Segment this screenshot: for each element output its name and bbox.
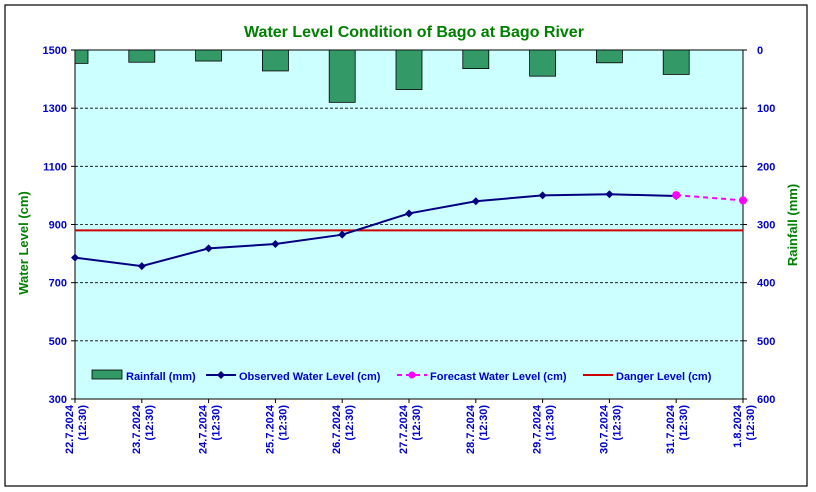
legend-observed-marker <box>217 371 225 379</box>
right-tick-label: 600 <box>757 394 775 406</box>
legend-observed-label: Observed Water Level (cm) <box>239 371 381 383</box>
observed-point <box>338 230 347 239</box>
right-tick-label: 100 <box>757 103 775 115</box>
x-tick-label: 26.7.2024 (12:30) <box>331 404 356 454</box>
x-tick-time: (12:30) <box>144 405 156 441</box>
x-tick-label: 24.7.2024 (12:30) <box>198 404 223 454</box>
right-tick-label: 500 <box>757 336 775 348</box>
forecast-water-level-points <box>672 191 747 205</box>
left-tick-label: 1100 <box>43 161 67 173</box>
forecast-point <box>672 191 681 200</box>
x-tick-label: 22.7.2024 (12:30) <box>64 404 89 454</box>
x-tick-date: 28.7.2024 <box>465 404 477 454</box>
gridlines <box>75 107 743 342</box>
x-tick-time: (12:30) <box>211 405 223 441</box>
rainfall-bar <box>195 49 223 62</box>
right-axis-title: Rainfall (mm) <box>785 184 800 266</box>
x-tick-label: 27.7.2024 (12:30) <box>398 404 423 454</box>
observed-point <box>271 239 280 248</box>
left-tick-label: 700 <box>49 278 67 290</box>
rainfall-bars <box>74 49 690 103</box>
rainfall-bar <box>596 49 623 64</box>
observed-point <box>471 197 480 206</box>
x-tick-date: 25.7.2024 <box>264 404 276 454</box>
left-tick-label: 500 <box>49 336 67 348</box>
observed-point <box>137 262 146 271</box>
x-tick-time: (12:30) <box>277 405 289 441</box>
observed-water-level-line <box>74 193 677 268</box>
x-tick-time: (12:30) <box>411 405 423 441</box>
rainfall-bar <box>529 49 556 77</box>
x-tick-date: 1.8.2024 <box>732 404 744 448</box>
x-tick-date: 22.7.2024 <box>64 404 76 454</box>
right-tick-label: 300 <box>757 220 775 232</box>
left-axis-title: Water Level (cm) <box>16 191 31 295</box>
x-tick-date: 31.7.2024 <box>665 404 677 454</box>
legend-danger-label: Danger Level (cm) <box>616 371 712 383</box>
x-tick-date: 23.7.2024 <box>131 404 143 454</box>
x-tick-label: 25.7.2024 (12:30) <box>264 404 289 454</box>
legend: Rainfall (mm) Observed Water Level (cm) … <box>91 369 712 383</box>
rainfall-bar <box>128 49 156 63</box>
legend-forecast-marker <box>408 371 416 379</box>
x-tick-label: 28.7.2024 (12:30) <box>465 404 490 454</box>
rainfall-bar <box>261 49 289 72</box>
x-tick-label: 30.7.2024 (12:30) <box>598 404 623 454</box>
x-tick-time: (12:30) <box>545 405 557 441</box>
left-axis-ticks: 300 500 700 900 1100 1300 1500 <box>43 45 75 406</box>
legend-forecast-label: Forecast Water Level (cm) <box>430 371 567 383</box>
x-tick-date: 29.7.2024 <box>532 404 544 454</box>
left-tick-label: 300 <box>49 394 67 406</box>
rainfall-bar <box>462 49 490 70</box>
rainfall-bar <box>662 49 690 75</box>
legend-rainfall-label: Rainfall (mm) <box>126 371 196 383</box>
right-axis-ticks: 0 100 200 300 400 500 600 <box>743 45 775 406</box>
x-tick-date: 27.7.2024 <box>398 404 410 454</box>
right-tick-label: 400 <box>757 278 775 290</box>
x-tick-date: 26.7.2024 <box>331 404 343 454</box>
x-tick-time: (12:30) <box>478 405 490 441</box>
x-tick-time: (12:30) <box>611 405 623 441</box>
chart-title: Water Level Condition of Bago at Bago Ri… <box>244 24 584 41</box>
left-tick-label: 1300 <box>43 103 67 115</box>
right-tick-label: 200 <box>757 161 775 173</box>
right-tick-label: 0 <box>757 45 763 57</box>
x-tick-time: (12:30) <box>745 405 757 441</box>
observed-point <box>538 191 547 200</box>
forecast-water-level-line <box>676 194 744 202</box>
observed-point <box>71 253 79 262</box>
x-tick-date: 24.7.2024 <box>198 404 210 454</box>
x-tick-label: 23.7.2024 (12:30) <box>131 404 156 454</box>
observed-point <box>405 209 413 218</box>
x-axis-ticks: 22.7.2024 (12:30) 23.7.2024 (12:30) 24.7.202… <box>64 399 757 454</box>
x-tick-label: 1.8.2024 (12:30) <box>732 404 757 448</box>
left-tick-label: 900 <box>49 220 67 232</box>
x-tick-date: 30.7.2024 <box>598 404 610 454</box>
rainfall-bar <box>395 49 423 90</box>
forecast-point <box>739 196 747 205</box>
x-tick-label: 31.7.2024 (12:30) <box>665 404 690 454</box>
x-tick-time: (12:30) <box>77 405 89 441</box>
observed-point <box>605 190 614 199</box>
legend-rainfall-swatch <box>91 369 123 380</box>
rainfall-bar <box>328 49 356 103</box>
x-tick-time: (12:30) <box>678 405 690 441</box>
observed-point <box>204 244 213 253</box>
x-tick-label: 29.7.2024 (12:30) <box>532 404 557 454</box>
rainfall-bar <box>74 49 89 64</box>
left-tick-label: 1500 <box>43 45 67 57</box>
x-tick-time: (12:30) <box>344 405 356 441</box>
